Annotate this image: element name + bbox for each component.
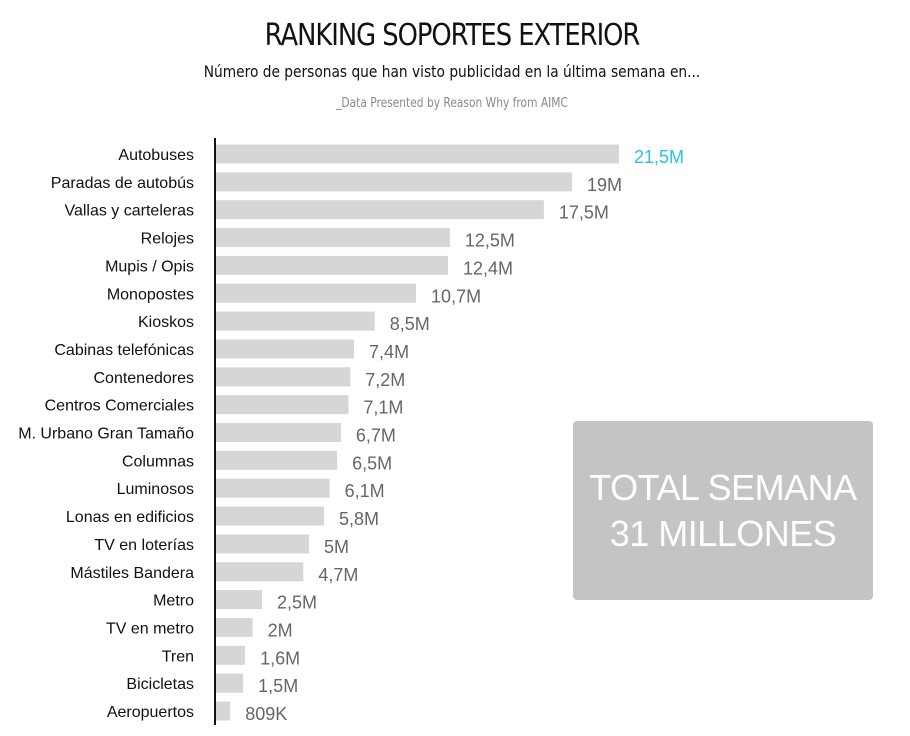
- value-label: 1,6M: [260, 648, 300, 668]
- bar-tren: [215, 645, 246, 665]
- value-label: 7,1M: [363, 398, 403, 418]
- bar-autobuses: [215, 144, 619, 164]
- bar-bicicletas: [215, 673, 244, 693]
- data-credit: _Data Presented by Reason Why from AIMC: [336, 96, 568, 111]
- bar-paradas-de-autobus: [215, 172, 573, 192]
- category-label: Contenedores: [93, 370, 194, 387]
- value-label: 6,7M: [356, 426, 396, 446]
- category-label: Mupis / Opis: [105, 258, 194, 275]
- category-label: TV en metro: [106, 620, 194, 637]
- category-label: Bicicletas: [126, 676, 194, 693]
- value-label: 7,4M: [369, 342, 409, 362]
- value-label: 6,5M: [352, 453, 392, 473]
- bar-m-urbano-gran-tamano: [215, 423, 341, 442]
- bar-aeropuertos: [215, 701, 231, 721]
- bar-centros-comerciales: [215, 395, 349, 415]
- value-label: 2,5M: [277, 593, 317, 613]
- chart-subtitle: Número de personas que han visto publici…: [203, 62, 701, 81]
- bar-relojes: [215, 228, 450, 248]
- value-label: 1,5M: [258, 676, 298, 696]
- value-label: 8,5M: [390, 314, 430, 334]
- category-label: Lonas en edificios: [66, 509, 194, 526]
- value-label: 5,8M: [339, 509, 379, 529]
- bar-vallas-y-carteleras: [215, 200, 544, 220]
- category-label: M. Urbano Gran Tamaño: [18, 426, 194, 443]
- value-label: 6,1M: [345, 481, 385, 501]
- value-label: 12,4M: [463, 258, 513, 278]
- category-label: Kioskos: [138, 314, 194, 331]
- chart-title: RANKING SOPORTES EXTERIOR: [264, 18, 641, 53]
- total-line-2: 31 MILLONES: [609, 512, 837, 554]
- bar-tv-en-loterias: [215, 534, 309, 554]
- value-label: 21,5M: [634, 147, 684, 167]
- bar-columnas: [215, 450, 338, 470]
- bar-luminosos: [215, 478, 330, 498]
- value-label: 809K: [245, 704, 287, 724]
- total-line-1: TOTAL SEMANA: [589, 466, 857, 508]
- category-label: Aeropuertos: [107, 704, 194, 721]
- value-label: 10,7M: [431, 286, 481, 306]
- category-label: Mástiles Bandera: [70, 565, 194, 582]
- category-label: Metro: [153, 593, 194, 610]
- bar-kioskos: [215, 311, 375, 331]
- category-label: Paradas de autobús: [51, 175, 194, 192]
- category-label: Centros Comerciales: [45, 398, 194, 415]
- value-label: 5M: [324, 537, 349, 557]
- value-label: 4,7M: [318, 565, 358, 585]
- bar-metro: [215, 590, 262, 610]
- bar-tv-en-metro: [215, 617, 253, 637]
- category-label: Columnas: [122, 453, 194, 470]
- bar-contenedores: [215, 367, 351, 387]
- category-label: Relojes: [141, 231, 194, 248]
- bar-mastiles-bandera: [215, 562, 304, 582]
- value-label: 2M: [268, 620, 293, 640]
- bar-cabinas-telefonicas: [215, 339, 355, 359]
- category-label: Monopostes: [107, 286, 194, 303]
- bar-lonas-en-edificios: [215, 506, 324, 526]
- category-label: Autobuses: [118, 147, 194, 164]
- category-label: Luminosos: [117, 481, 194, 498]
- bar-monopostes: [215, 283, 417, 303]
- total-summary-box: TOTAL SEMANA 31 MILLONES: [573, 421, 873, 600]
- category-label: Cabinas telefónicas: [54, 342, 194, 359]
- value-label: 19M: [587, 175, 622, 195]
- category-label: Vallas y carteleras: [64, 203, 194, 220]
- value-label: 17,5M: [559, 203, 609, 223]
- value-label: 12,5M: [465, 231, 515, 251]
- value-label: 7,2M: [365, 370, 405, 390]
- bar-mupis-opis: [215, 255, 449, 275]
- category-label: Tren: [162, 648, 194, 665]
- category-label: TV en loterías: [94, 537, 194, 554]
